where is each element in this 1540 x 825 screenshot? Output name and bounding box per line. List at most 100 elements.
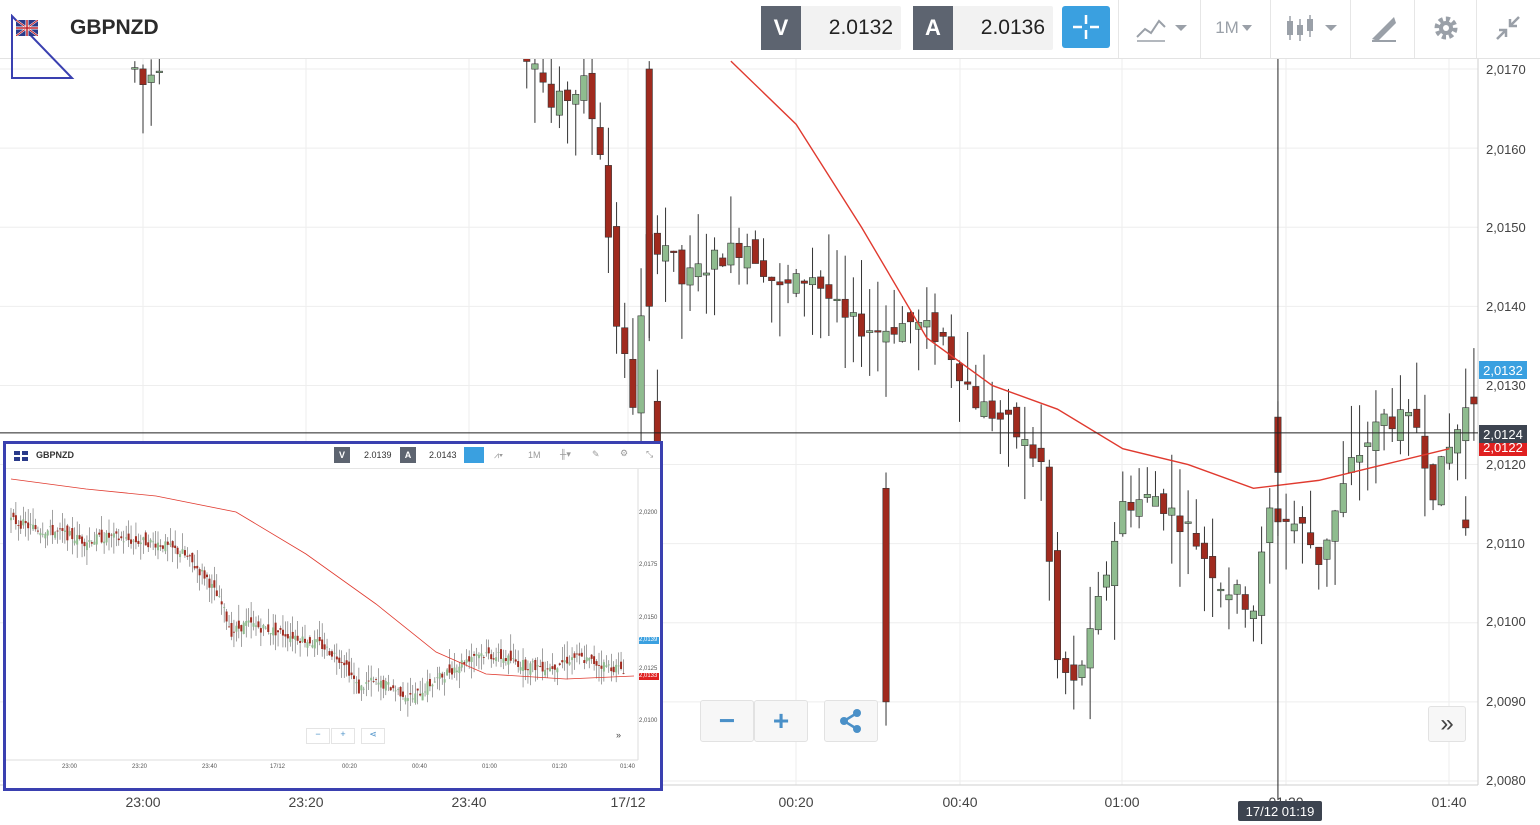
inset-candle-body [157, 542, 159, 551]
candle-body [1462, 407, 1470, 442]
chart-type-button[interactable] [1130, 6, 1192, 50]
candle-body [898, 323, 906, 342]
candle-body [841, 298, 849, 318]
candle-body [621, 327, 629, 354]
inset-candle-body [350, 672, 353, 676]
settings-button[interactable] [1424, 6, 1468, 50]
candle-body [1429, 464, 1437, 501]
crosshair-button[interactable] [1062, 6, 1110, 48]
scroll-latest-button[interactable]: » [1428, 706, 1466, 742]
x-axis-label: 23:20 [288, 794, 324, 810]
candle-body [866, 330, 874, 333]
candle-body [670, 250, 678, 253]
candle-body [1462, 519, 1470, 529]
inset-x-label: 00:40 [412, 764, 428, 770]
candle-body [988, 400, 996, 419]
inset-candle-body [438, 672, 441, 679]
inset-candle-body [588, 658, 591, 661]
inset-candle-body [551, 666, 554, 669]
inset-candle-body [536, 665, 539, 667]
inset-candlestick-icon: ╫▾ [560, 449, 571, 459]
x-axis-label: 00:40 [942, 794, 978, 810]
candle-body [1160, 493, 1168, 514]
inset-candle-body [166, 541, 169, 545]
inset-candle-body [134, 536, 137, 543]
inset-candle-body [174, 545, 177, 548]
candle-body [1258, 551, 1266, 616]
inset-candle-body [526, 669, 529, 671]
candle-body [939, 332, 947, 337]
moving-average-line [730, 60, 1450, 490]
inset-flag-icon [14, 451, 28, 461]
inset-candle-body [56, 530, 59, 532]
inset-x-label: 23:20 [132, 764, 148, 770]
candle-body [596, 127, 604, 155]
inset-candle-body [321, 639, 324, 649]
inset-candle-body [137, 540, 140, 544]
inset-candle-body [404, 697, 407, 702]
inset-candle-body [112, 533, 115, 538]
zoom-in-button[interactable]: + [754, 700, 808, 742]
candle-body [637, 315, 645, 414]
inset-candle-body [108, 532, 110, 538]
inset-candle-body [110, 534, 113, 536]
inset-candle-body [617, 665, 620, 667]
inset-candle-body [24, 521, 27, 524]
inset-candle-body [183, 550, 186, 556]
candle-body [1168, 507, 1176, 516]
inset-moving-average-line [10, 478, 635, 680]
timeframe-button[interactable]: 1M [1208, 6, 1262, 50]
candle-body [547, 83, 555, 108]
inset-candle-body [299, 641, 302, 643]
x-axis-label: 01:40 [1431, 794, 1467, 810]
buy-quote[interactable]: A 2.0136 [913, 6, 1053, 50]
y-axis-label: 2,0130 [1486, 378, 1526, 393]
inset-candle-body [17, 525, 20, 527]
candle-body [1053, 550, 1061, 661]
inset-candle-body [402, 691, 404, 697]
inset-chart-thumbnail: GBPNZD V 2.0139 A 2.0143 ⩘▾ 1M ╫▾ ✎ ⚙ ⤡ … [3, 441, 663, 791]
inset-candle-body [181, 549, 184, 554]
pencil-icon [1372, 17, 1396, 42]
inset-candle-body [313, 639, 316, 649]
candle-body [1119, 501, 1127, 535]
toolbar-divider [1350, 0, 1351, 58]
inset-candle-body [264, 627, 267, 629]
inset-candle-body [73, 540, 76, 544]
candle-body [1339, 483, 1347, 513]
crosshair-time-tag: 17/12 01:19 [1238, 801, 1322, 821]
toolbar-divider [1476, 0, 1477, 58]
candle-body [531, 63, 539, 70]
candle-body [1233, 584, 1241, 595]
sell-quote[interactable]: V 2.0132 [761, 6, 901, 50]
candle-body [890, 327, 898, 335]
inset-candle-body [495, 657, 498, 662]
inset-candle-body [583, 660, 586, 664]
inset-candle-body [458, 666, 461, 674]
candle-body [1004, 409, 1012, 415]
inset-candle-body [301, 636, 304, 642]
inset-candle-body [318, 637, 321, 642]
collapse-button[interactable] [1486, 6, 1530, 50]
inset-x-label: 00:20 [342, 764, 358, 770]
drawing-tools-button[interactable] [1360, 6, 1406, 50]
candle-body [662, 245, 670, 262]
inset-candle-body [463, 662, 466, 665]
inset-candle-body [196, 565, 199, 569]
inset-candle-body [580, 652, 583, 657]
inset-candle-body [66, 525, 69, 541]
inset-candle-body [242, 622, 245, 635]
inset-candle-body [509, 650, 512, 661]
inset-buy-label: A [400, 447, 416, 463]
zoom-out-button[interactable]: − [700, 700, 754, 742]
inset-price-chart [6, 468, 639, 761]
candle-body [1347, 457, 1355, 473]
inset-candle-body [612, 666, 615, 673]
candle-style-button[interactable] [1280, 6, 1342, 50]
inset-y-label: 2,0175 [639, 562, 658, 568]
y-axis-label: 2,0110 [1486, 536, 1525, 551]
inset-candle-body [598, 665, 600, 666]
share-button[interactable] [824, 700, 878, 742]
candle-body [580, 75, 588, 101]
